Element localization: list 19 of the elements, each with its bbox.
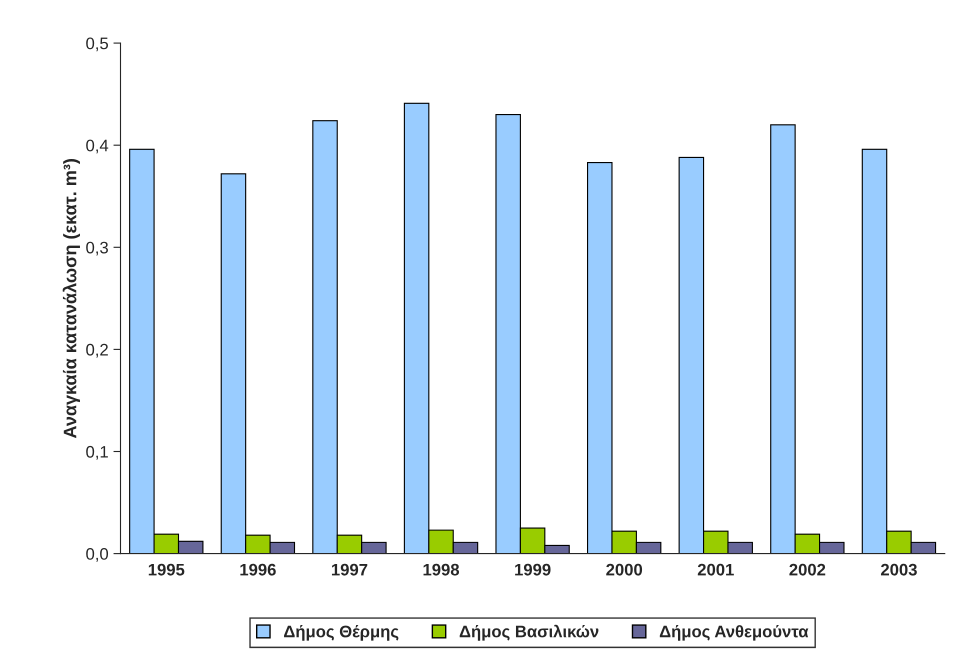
y-tick-label: 0,4 <box>86 140 108 154</box>
x-tick-label: 1999 <box>515 564 551 576</box>
y-tick-label: 0,2 <box>86 344 108 358</box>
x-tick-label: 1995 <box>148 564 184 576</box>
y-axis-title: Αναγκαία κατανάλωση (εκατ. m³) <box>62 159 80 438</box>
y-tick-label: 0,3 <box>86 242 108 256</box>
x-tick-label: 2001 <box>698 564 734 576</box>
legend-label: Δήμος Ανθεμούντα <box>660 624 808 641</box>
y-tick-label: 0,0 <box>86 548 108 562</box>
y-tick-label: 0,5 <box>86 37 108 52</box>
y-tick-label: 0,1 <box>86 446 108 460</box>
x-tick-label: 2000 <box>606 564 642 576</box>
x-tick-label: 2002 <box>789 564 826 576</box>
legend-label: Δήμος Θέρμης <box>284 624 398 641</box>
x-tick-label: 1998 <box>424 564 460 576</box>
x-tick-label: 2003 <box>880 564 917 576</box>
x-tick-label: 1997 <box>332 564 368 576</box>
legend-label: Δήμος Βασιλικών <box>460 624 598 641</box>
x-tick-label: 1996 <box>240 564 276 576</box>
